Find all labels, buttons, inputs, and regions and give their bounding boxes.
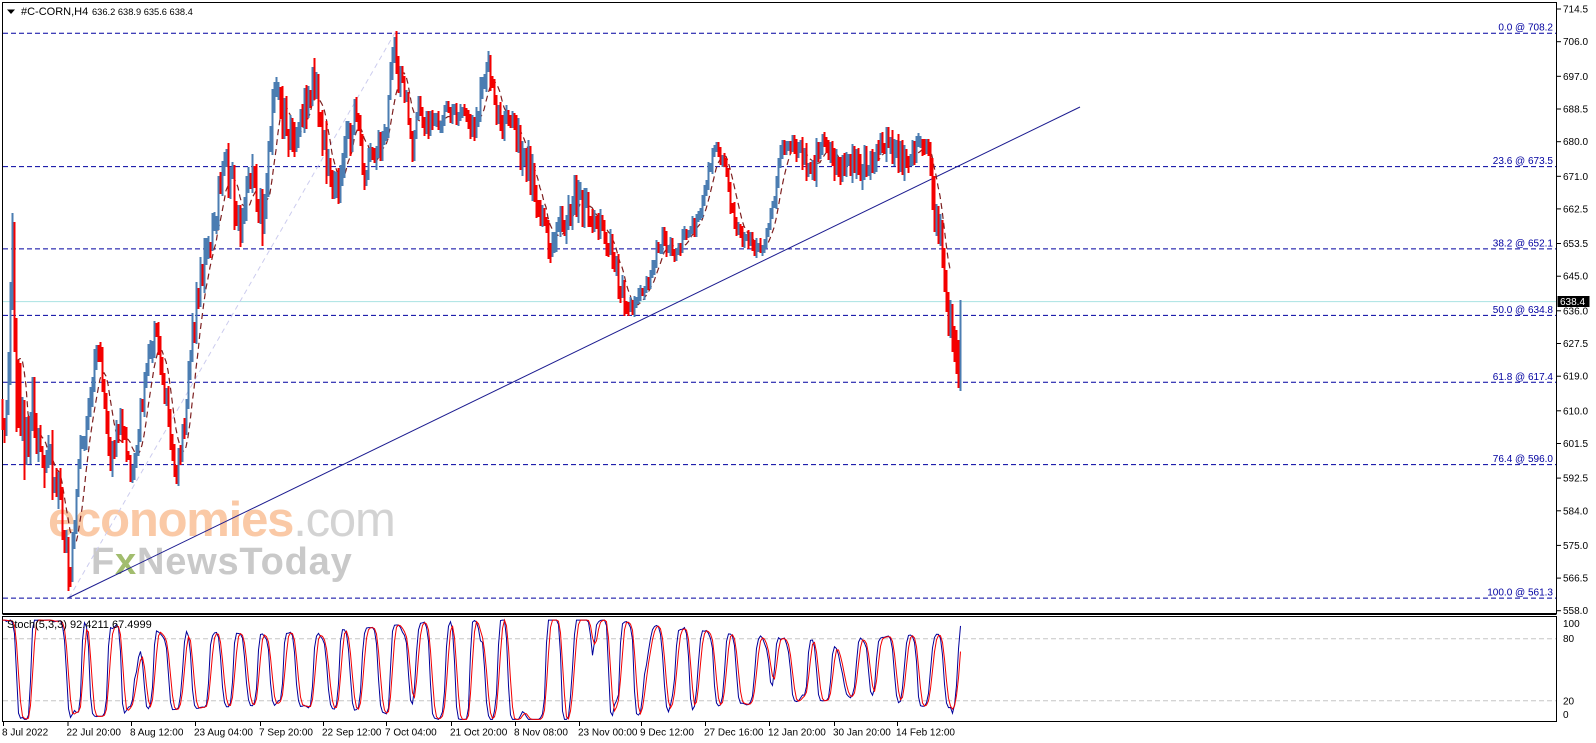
- svg-text:575.0: 575.0: [1563, 541, 1588, 552]
- svg-text:610.0: 610.0: [1563, 406, 1588, 417]
- svg-text:636.0: 636.0: [1563, 306, 1588, 317]
- svg-text:8 Nov 08:00: 8 Nov 08:00: [514, 728, 568, 739]
- svg-text:653.5: 653.5: [1563, 239, 1588, 250]
- svg-text:601.5: 601.5: [1563, 439, 1588, 450]
- svg-text:economies.com: economies.com: [48, 493, 395, 547]
- svg-text:9 Dec 12:00: 9 Dec 12:00: [640, 728, 694, 739]
- svg-text:566.5: 566.5: [1563, 574, 1588, 585]
- svg-text:0.0 @ 708.2: 0.0 @ 708.2: [1498, 23, 1553, 34]
- svg-text:27 Dec 16:00: 27 Dec 16:00: [704, 728, 764, 739]
- svg-text:14 Feb 12:00: 14 Feb 12:00: [896, 728, 955, 739]
- svg-text:30 Jan 20:00: 30 Jan 20:00: [833, 728, 891, 739]
- svg-text:0: 0: [1563, 710, 1569, 721]
- svg-text:76.4 @ 596.0: 76.4 @ 596.0: [1493, 454, 1554, 465]
- svg-text:22 Sep 12:00: 22 Sep 12:00: [322, 728, 382, 739]
- svg-text:7 Oct 04:00: 7 Oct 04:00: [385, 728, 437, 739]
- svg-text:38.2 @ 652.1: 38.2 @ 652.1: [1493, 238, 1554, 249]
- svg-text:671.0: 671.0: [1563, 172, 1588, 183]
- svg-text:50.0 @ 634.8: 50.0 @ 634.8: [1493, 305, 1554, 316]
- svg-text:627.5: 627.5: [1563, 339, 1588, 350]
- svg-text:#C-CORN,H4: #C-CORN,H4: [21, 6, 88, 18]
- svg-text:7 Sep 20:00: 7 Sep 20:00: [259, 728, 313, 739]
- svg-text:21 Oct 20:00: 21 Oct 20:00: [450, 728, 508, 739]
- svg-text:23 Aug 04:00: 23 Aug 04:00: [194, 728, 253, 739]
- svg-text:20: 20: [1563, 696, 1575, 707]
- svg-text:584.0: 584.0: [1563, 506, 1588, 517]
- svg-text:8 Aug 12:00: 8 Aug 12:00: [130, 728, 184, 739]
- svg-text:61.8 @ 617.4: 61.8 @ 617.4: [1493, 372, 1554, 383]
- svg-text:592.5: 592.5: [1563, 474, 1588, 485]
- svg-text:636.2 638.9 635.6 638.4: 636.2 638.9 635.6 638.4: [92, 7, 193, 17]
- svg-text:697.0: 697.0: [1563, 72, 1588, 83]
- svg-text:100.0 @ 561.3: 100.0 @ 561.3: [1487, 588, 1553, 599]
- svg-text:645.0: 645.0: [1563, 272, 1588, 283]
- svg-text:680.0: 680.0: [1563, 137, 1588, 148]
- svg-text:12 Jan 20:00: 12 Jan 20:00: [768, 728, 826, 739]
- svg-text:100: 100: [1563, 619, 1580, 630]
- svg-text:23 Nov 00:00: 23 Nov 00:00: [578, 728, 638, 739]
- svg-text:688.5: 688.5: [1563, 105, 1588, 116]
- svg-text:FxNewsToday: FxNewsToday: [91, 541, 353, 583]
- svg-text:714.5: 714.5: [1563, 5, 1588, 16]
- svg-text:Stoch(5,3,3) 92.4211 67.4999: Stoch(5,3,3) 92.4211 67.4999: [7, 619, 152, 631]
- svg-text:706.0: 706.0: [1563, 37, 1588, 48]
- svg-text:558.0: 558.0: [1563, 606, 1588, 617]
- svg-text:619.0: 619.0: [1563, 372, 1588, 383]
- svg-text:8 Jul 2022: 8 Jul 2022: [2, 728, 49, 739]
- svg-text:662.5: 662.5: [1563, 204, 1588, 215]
- svg-text:638.4: 638.4: [1560, 297, 1585, 308]
- svg-text:23.6 @ 673.5: 23.6 @ 673.5: [1493, 156, 1554, 167]
- svg-text:80: 80: [1563, 634, 1575, 645]
- svg-text:22 Jul 20:00: 22 Jul 20:00: [67, 728, 122, 739]
